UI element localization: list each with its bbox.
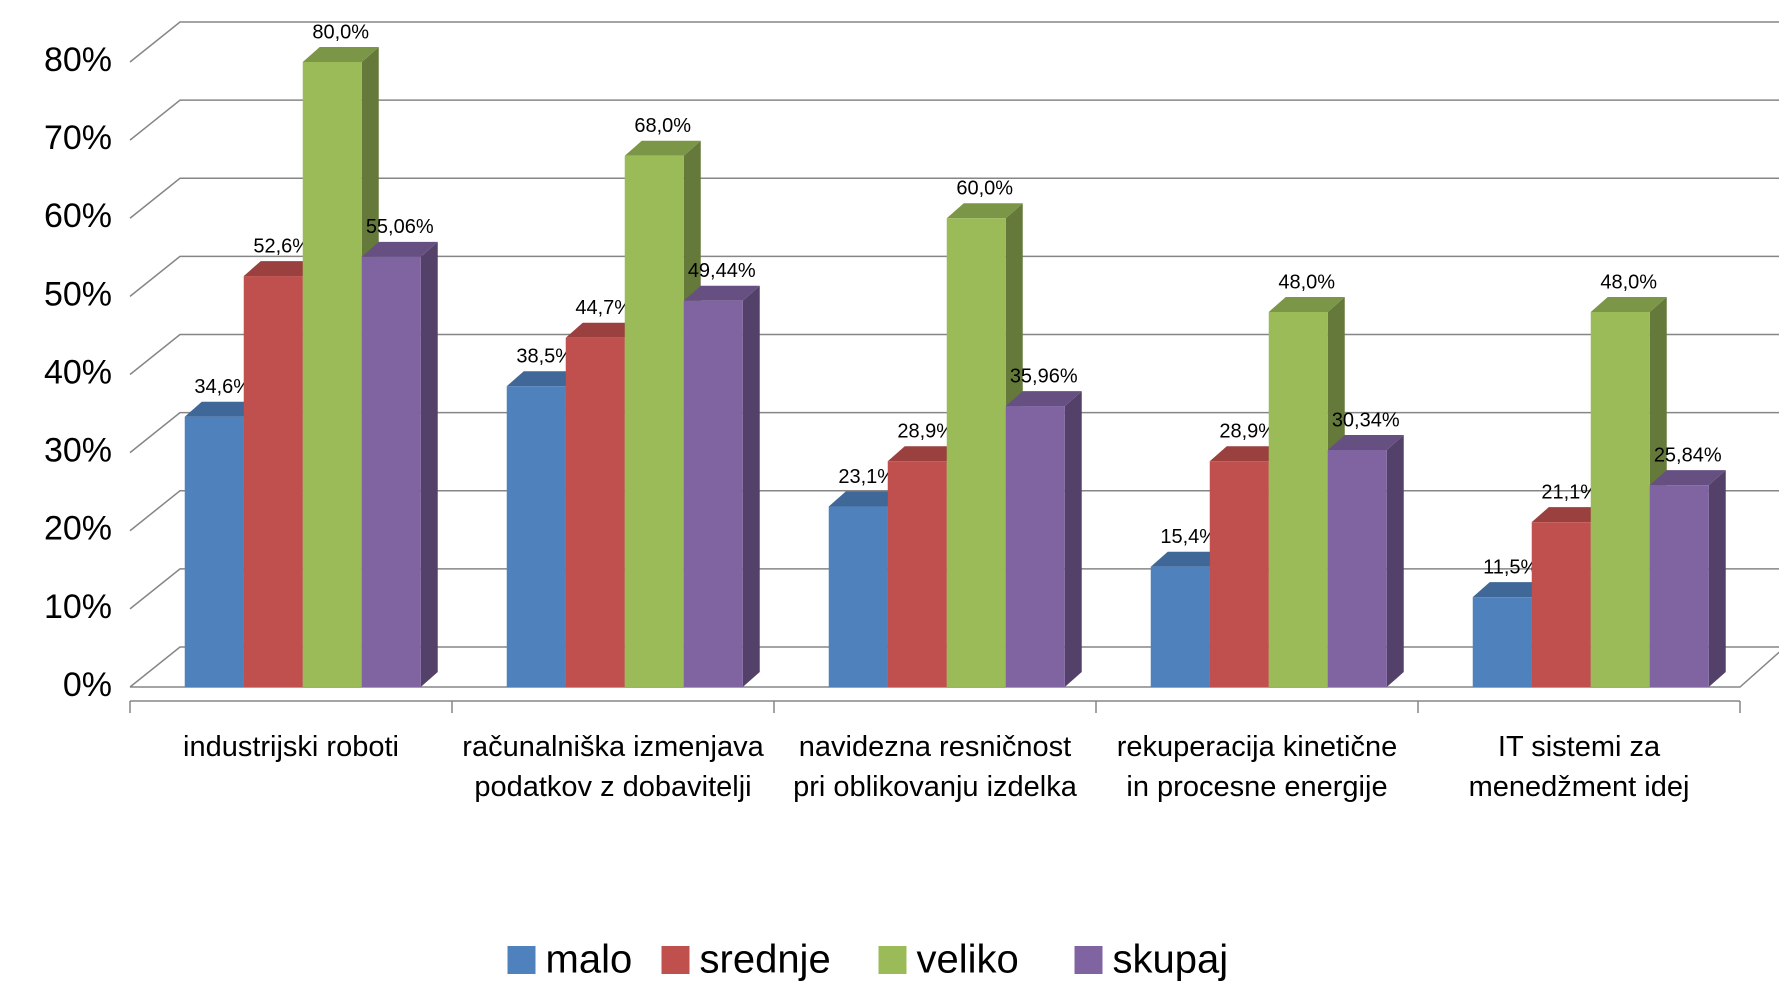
bar bbox=[683, 300, 743, 687]
bar bbox=[946, 218, 1006, 687]
grid-line bbox=[129, 99, 1779, 141]
bar-side bbox=[742, 285, 760, 687]
bar-top bbox=[1649, 470, 1726, 486]
bar-top bbox=[184, 401, 261, 417]
bar-top bbox=[624, 140, 701, 156]
legend-swatch bbox=[507, 946, 536, 974]
bar bbox=[1209, 461, 1269, 687]
bar-side bbox=[420, 241, 438, 687]
bar bbox=[243, 276, 303, 687]
bar bbox=[1649, 485, 1709, 687]
x-tick-label: računalniška izmenjava podatkov z dobavi… bbox=[462, 731, 764, 803]
bar-top bbox=[828, 491, 905, 507]
grid-line bbox=[129, 177, 1779, 219]
grid-line bbox=[129, 21, 1779, 63]
y-tick-label: 70% bbox=[44, 119, 112, 157]
bar bbox=[624, 155, 684, 687]
bar bbox=[361, 256, 421, 687]
legend-label: malo bbox=[546, 938, 633, 982]
value-label: 28,9% bbox=[1219, 421, 1276, 443]
value-label: 55,06% bbox=[366, 216, 434, 238]
y-tick-label: 30% bbox=[44, 432, 112, 470]
legend-label: srednje bbox=[700, 938, 831, 982]
bar bbox=[1268, 312, 1328, 687]
bar-top bbox=[1268, 297, 1345, 312]
bar bbox=[302, 62, 362, 687]
value-label: 44,7% bbox=[575, 297, 632, 319]
value-label: 80,0% bbox=[312, 21, 369, 43]
legend-swatch bbox=[878, 946, 907, 974]
value-label: 49,44% bbox=[688, 260, 756, 282]
bar-top bbox=[361, 241, 438, 257]
value-label: 23,1% bbox=[838, 466, 895, 488]
value-label: 52,6% bbox=[253, 235, 310, 257]
bar-top bbox=[1150, 551, 1227, 567]
bar-top bbox=[1472, 582, 1549, 598]
bar bbox=[1531, 522, 1591, 687]
bar-top bbox=[243, 261, 320, 277]
bar-side bbox=[1064, 391, 1082, 687]
value-label: 30,34% bbox=[1332, 409, 1400, 431]
x-tick-label: industrijski roboti bbox=[183, 731, 399, 763]
bar-top bbox=[1209, 446, 1286, 462]
bar bbox=[1590, 312, 1650, 687]
y-tick-label: 10% bbox=[44, 588, 112, 626]
bar-top bbox=[683, 285, 760, 301]
bar bbox=[506, 386, 566, 687]
value-label: 21,1% bbox=[1541, 481, 1598, 503]
grid-line bbox=[129, 333, 1779, 376]
value-label: 68,0% bbox=[634, 115, 691, 137]
bar-top bbox=[1590, 297, 1667, 312]
y-tick-label: 50% bbox=[44, 275, 112, 313]
x-tick-label: navidezna resničnost pri oblikovanju izd… bbox=[793, 731, 1077, 803]
value-label: 38,5% bbox=[516, 346, 573, 368]
value-label: 48,0% bbox=[1600, 271, 1657, 293]
bar bbox=[184, 416, 244, 687]
bar-top bbox=[1005, 391, 1082, 407]
bar-top bbox=[1327, 434, 1404, 450]
y-tick-label: 80% bbox=[44, 41, 112, 79]
bar-top bbox=[506, 371, 583, 387]
value-label: 15,4% bbox=[1160, 526, 1217, 548]
bar-top bbox=[946, 203, 1023, 219]
x-tick-label: IT sistemi za menedžment idej bbox=[1468, 731, 1690, 803]
value-label: 35,96% bbox=[1010, 365, 1078, 387]
grid-line bbox=[129, 255, 1779, 297]
bar-side bbox=[1708, 470, 1726, 687]
x-tick-label: rekuperacija kinetične in procesne energ… bbox=[1116, 731, 1398, 803]
value-label: 11,5% bbox=[1483, 556, 1538, 578]
bar-top bbox=[887, 446, 964, 462]
legend-label: veliko bbox=[917, 938, 1019, 982]
bar-top bbox=[302, 47, 379, 62]
value-label: 25,84% bbox=[1654, 444, 1722, 466]
grid-line bbox=[129, 411, 1779, 454]
y-tick-label: 40% bbox=[44, 353, 112, 391]
bar bbox=[887, 461, 947, 687]
value-label: 48,0% bbox=[1278, 271, 1335, 293]
bar bbox=[1150, 566, 1210, 687]
y-tick-label: 0% bbox=[63, 666, 112, 704]
bar bbox=[1472, 597, 1532, 687]
bar-top bbox=[1531, 507, 1608, 523]
bar bbox=[1005, 406, 1065, 687]
bar-top bbox=[565, 322, 642, 338]
y-tick-label: 20% bbox=[44, 510, 112, 548]
legend-swatch bbox=[1074, 946, 1103, 974]
bar bbox=[565, 337, 625, 687]
legend-label: skupaj bbox=[1113, 938, 1229, 982]
bar bbox=[828, 506, 888, 687]
value-label: 28,9% bbox=[897, 421, 954, 443]
bar-side bbox=[1386, 434, 1404, 687]
legend-swatch bbox=[661, 946, 690, 974]
value-label: 60,0% bbox=[956, 178, 1013, 200]
value-label: 34,6% bbox=[194, 376, 251, 398]
bar bbox=[1327, 449, 1387, 687]
y-tick-label: 60% bbox=[44, 197, 112, 235]
